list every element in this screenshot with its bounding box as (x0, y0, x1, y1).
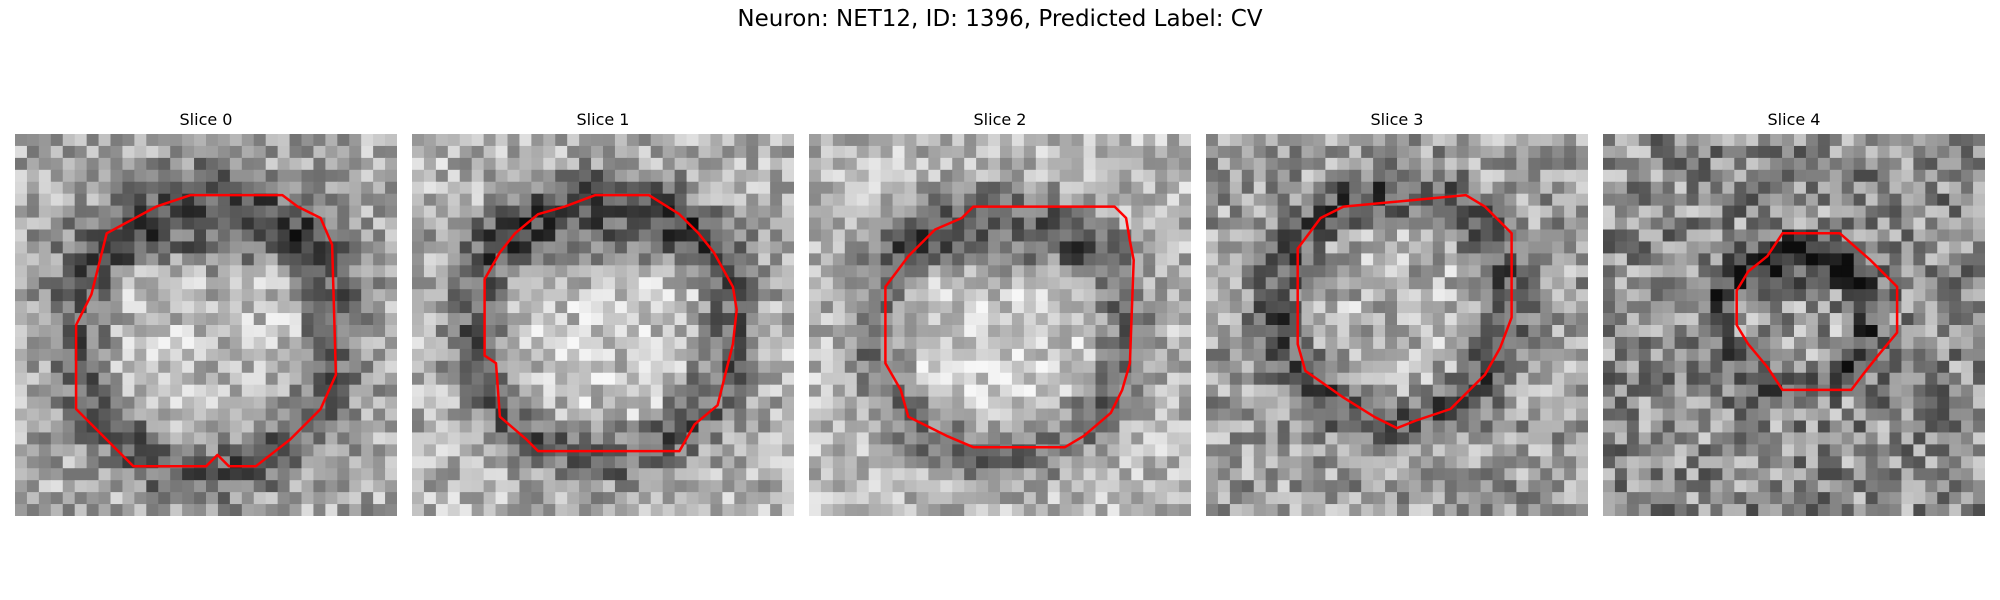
neuron-contour (74, 193, 338, 468)
slice-title-4: Slice 4 (1767, 110, 1821, 129)
slice-image-1 (412, 134, 794, 516)
pixel-grid (15, 134, 397, 516)
pixel-grid (809, 134, 1191, 516)
slice-panel-0: Slice 0 (15, 110, 397, 516)
neuron-contour (1735, 232, 1899, 392)
slice-image-2 (809, 134, 1191, 516)
slice-panel-1: Slice 1 (412, 110, 794, 516)
figure-title: Neuron: NET12, ID: 1396, Predicted Label… (737, 6, 1263, 32)
slice-image-4 (1603, 134, 1985, 516)
slice-panel-3: Slice 3 (1206, 110, 1588, 516)
neuron-contour (1296, 193, 1513, 430)
slice-image-3 (1206, 134, 1588, 516)
neuron-contour (884, 205, 1135, 449)
slice-title-2: Slice 2 (973, 110, 1027, 129)
neuron-contour (483, 193, 738, 453)
slice-title-0: Slice 0 (179, 110, 233, 129)
pixel-grid (1603, 134, 1985, 516)
slice-panel-4: Slice 4 (1603, 110, 1985, 516)
slice-image-0 (15, 134, 397, 516)
slice-title-3: Slice 3 (1370, 110, 1424, 129)
slice-title-1: Slice 1 (576, 110, 630, 129)
slice-panel-2: Slice 2 (809, 110, 1191, 516)
pixel-grid (1206, 134, 1588, 516)
pixel-grid (412, 134, 794, 516)
